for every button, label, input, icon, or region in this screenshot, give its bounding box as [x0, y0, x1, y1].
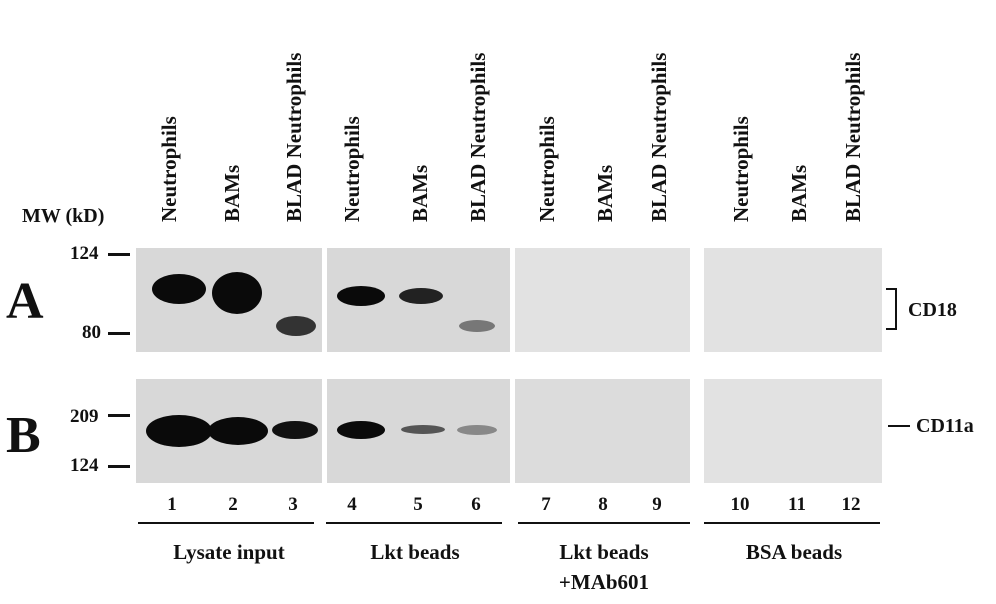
group-4-underline — [704, 522, 880, 524]
panel-b-letter: B — [6, 407, 41, 464]
blot-a-group2 — [327, 248, 510, 352]
panel-a-mw-top: 124 — [70, 243, 99, 264]
blot-b-group1 — [136, 379, 322, 483]
band-a-lane6 — [459, 320, 495, 332]
panel-a-tick-top — [108, 253, 130, 256]
lane-number-10: 10 — [730, 494, 750, 515]
band-a-lane2 — [212, 272, 262, 314]
band-a-lane5 — [399, 288, 443, 304]
panel-a-letter: A — [6, 273, 44, 330]
panel-b-mw-bottom: 124 — [70, 455, 99, 476]
band-a-lane3 — [276, 316, 316, 336]
panel-b-mw-top: 209 — [70, 406, 99, 427]
lane-number-3: 3 — [288, 494, 298, 515]
group-1-label: Lysate input — [173, 540, 285, 564]
panel-a-mw-bottom: 80 — [82, 322, 101, 343]
lane-number-9: 9 — [652, 494, 662, 515]
blot-a-group4 — [704, 248, 882, 352]
blot-b-group4 — [704, 379, 882, 483]
band-b-lane3 — [272, 421, 318, 439]
blot-a-group3 — [515, 248, 690, 352]
lane-number-11: 11 — [788, 494, 806, 515]
band-a-lane4 — [337, 286, 385, 306]
lane-number-8: 8 — [598, 494, 608, 515]
panel-b-tick-top — [108, 414, 130, 417]
lane-number-4: 4 — [347, 494, 357, 515]
cd11a-label: CD11a — [916, 415, 974, 437]
lane-number-7: 7 — [541, 494, 551, 515]
group-3-underline — [518, 522, 690, 524]
group-2-label: Lkt beads — [370, 540, 460, 564]
lane-number-6: 6 — [471, 494, 481, 515]
lane-number-2: 2 — [228, 494, 238, 515]
cd18-label: CD18 — [908, 299, 957, 321]
blot-b-group3 — [515, 379, 690, 483]
band-b-lane1 — [146, 415, 212, 447]
lane-number-5: 5 — [413, 494, 423, 515]
mw-title: MW (kD) — [22, 205, 105, 227]
panel-a-tick-bottom — [108, 332, 130, 335]
lane-number-1: 1 — [167, 494, 177, 515]
blot-b-group2 — [327, 379, 510, 483]
group-3-label-line1: Lkt beads — [559, 540, 649, 564]
group-3-label-line2: +MAb601 — [558, 570, 650, 594]
group-1-underline — [138, 522, 314, 524]
band-b-lane5 — [401, 425, 445, 434]
band-b-lane4 — [337, 421, 385, 439]
lane-number-12: 12 — [841, 494, 861, 515]
band-b-lane6 — [457, 425, 497, 435]
blot-a-group1 — [136, 248, 322, 352]
band-a-lane1 — [152, 274, 206, 304]
panel-b-tick-bottom — [108, 465, 130, 468]
group-4-label: BSA beads — [745, 540, 843, 564]
band-b-lane2 — [208, 417, 268, 445]
group-2-underline — [326, 522, 502, 524]
